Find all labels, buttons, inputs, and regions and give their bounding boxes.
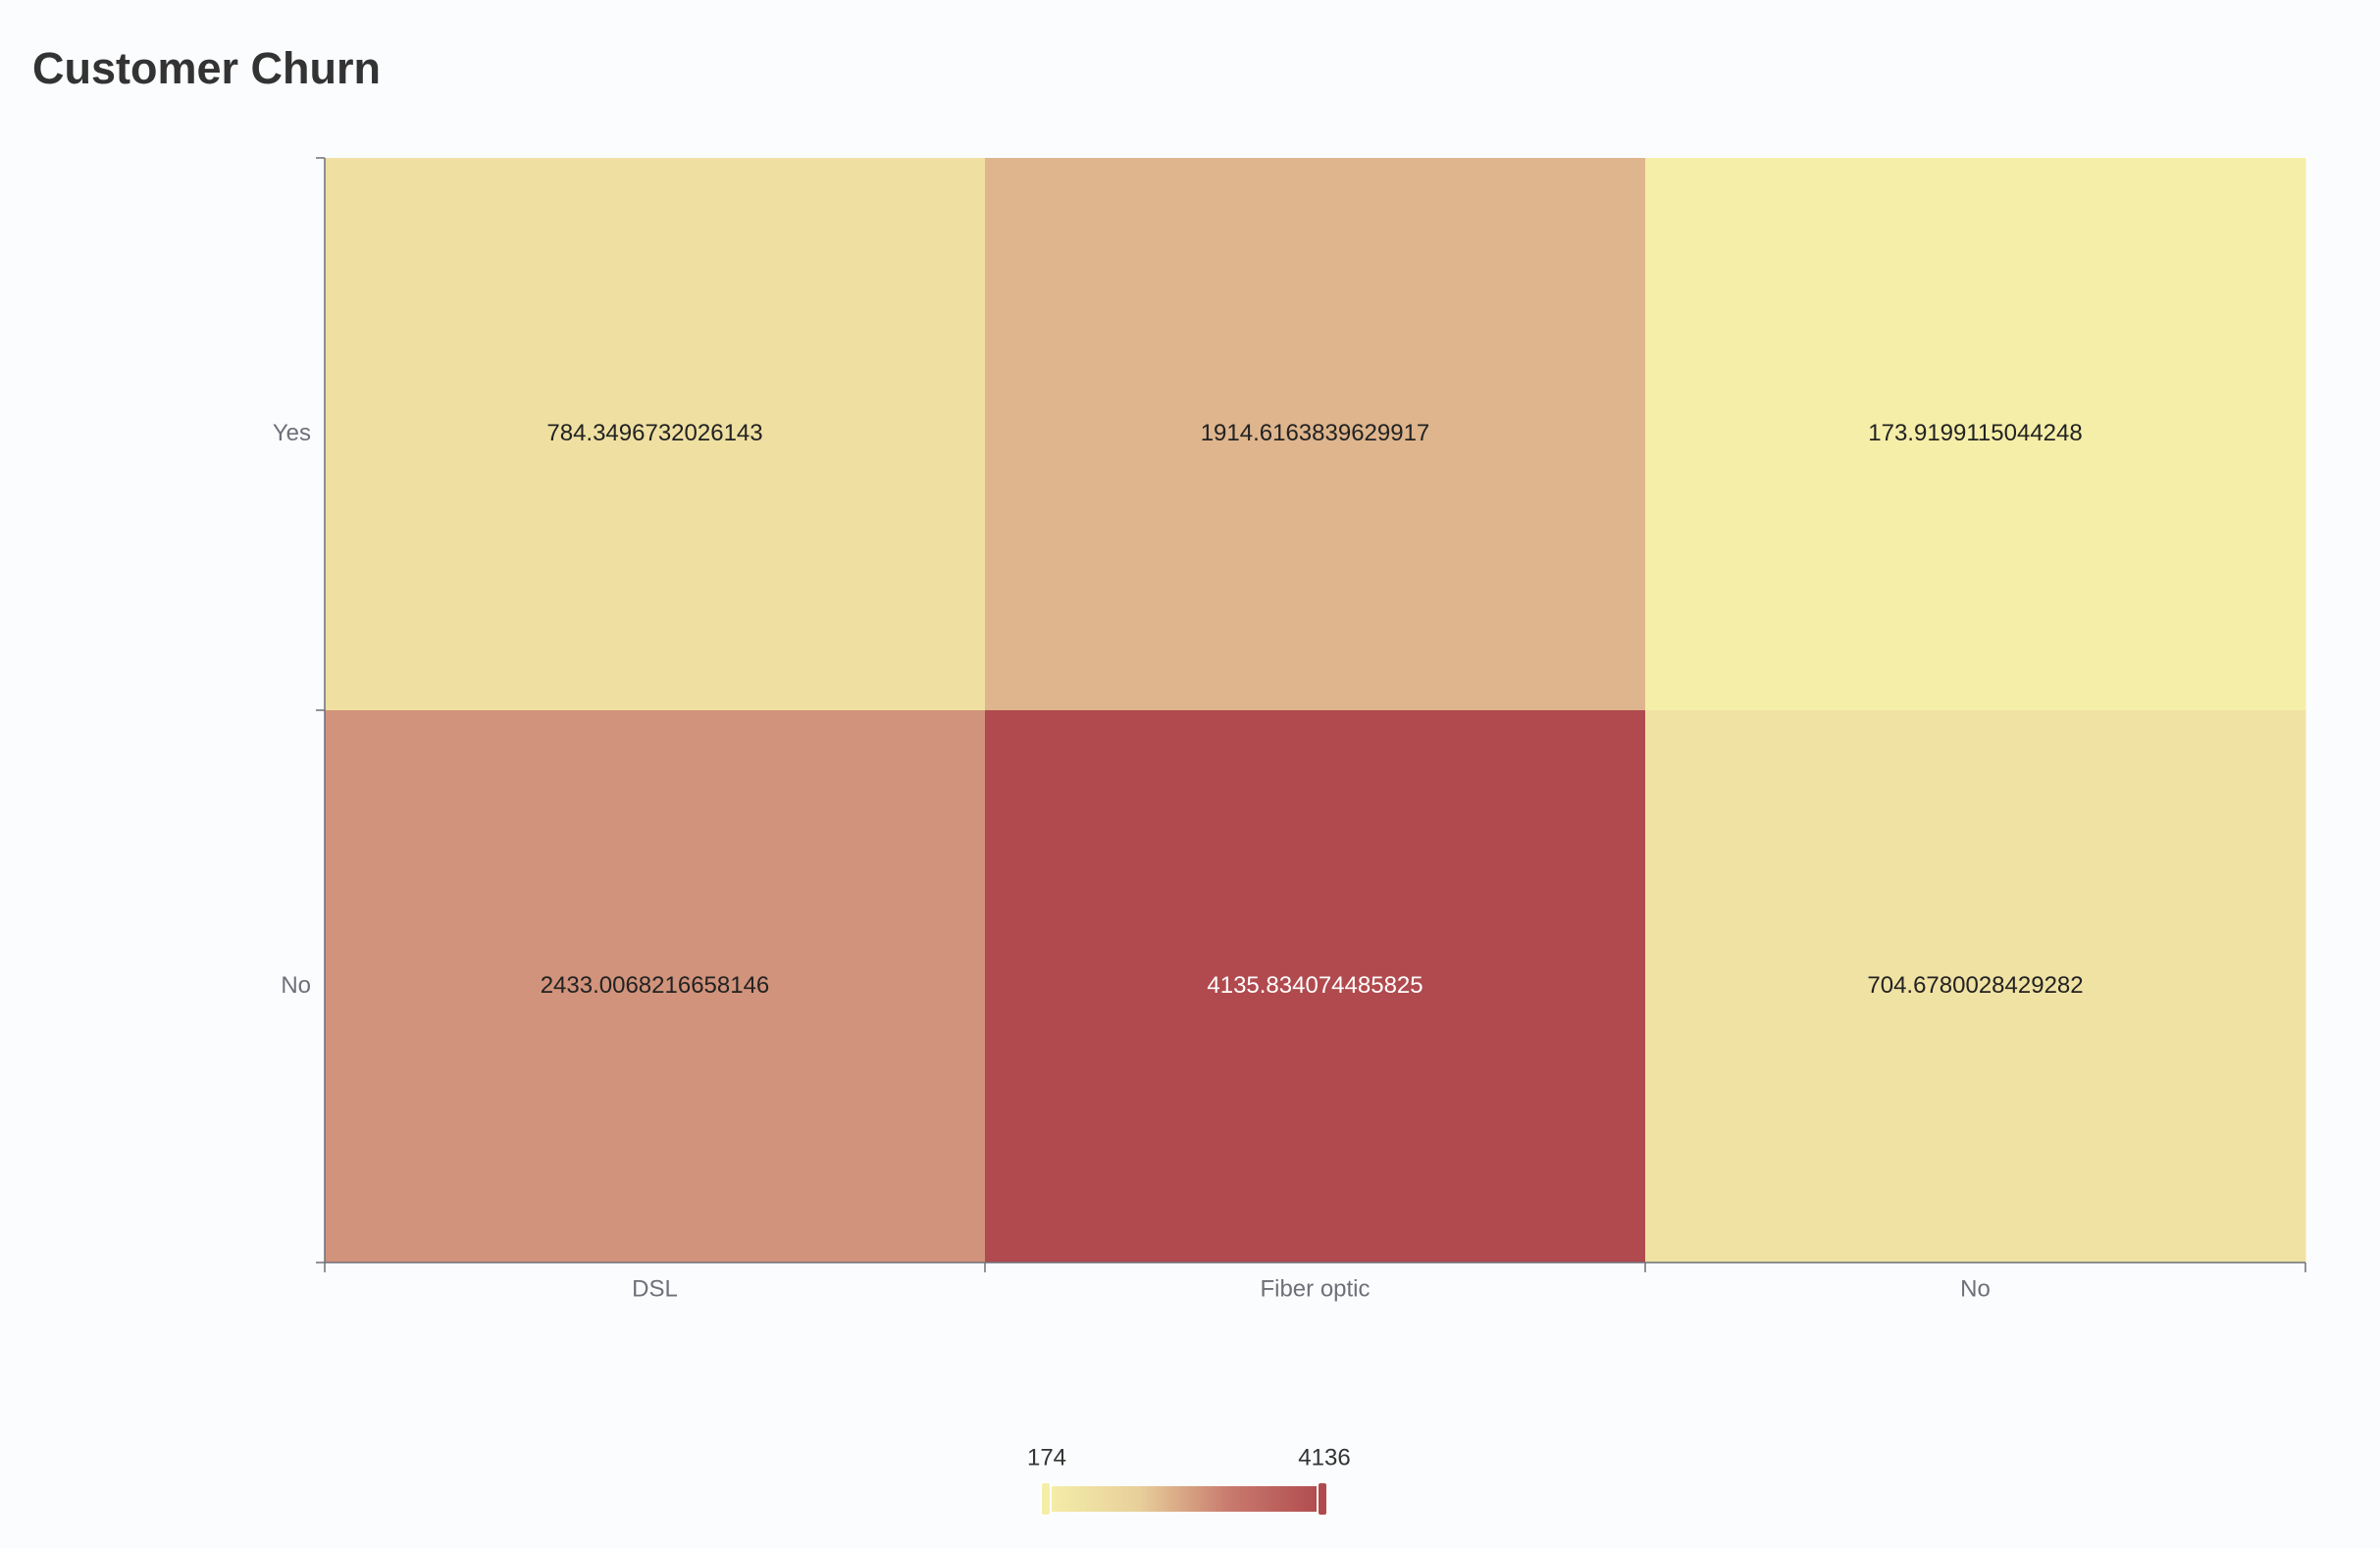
color-scale-min-handle[interactable]: [1040, 1481, 1052, 1517]
color-scale-min-label: 174: [1027, 1444, 1066, 1471]
heatmap-cell[interactable]: [985, 710, 1646, 1264]
y-tick-label: No: [281, 972, 311, 999]
cell-value-label: 704.6780028429282: [1867, 972, 2083, 999]
x-tick-label: No: [1960, 1275, 1991, 1302]
color-scale-bar: [1046, 1486, 1322, 1512]
y-tick-label: Yes: [273, 420, 311, 446]
cell-value-label: 1914.6163839629917: [1201, 420, 1430, 446]
color-scale-legend[interactable]: 174 4136: [1027, 1444, 1351, 1517]
cell-value-label: 4135.834074485825: [1207, 972, 1423, 999]
heatmap-cell[interactable]: [325, 158, 986, 711]
cell-value-label: 2433.0068216658146: [541, 972, 770, 999]
heatmap-cells: [325, 158, 2306, 1264]
chart-title: Customer Churn: [32, 43, 382, 93]
x-tick-label: DSL: [632, 1275, 678, 1302]
heatmap-cell[interactable]: [1645, 710, 2306, 1264]
x-tick-label: Fiber optic: [1260, 1275, 1370, 1302]
cell-value-label: 173.9199115044248: [1868, 420, 2082, 446]
heatmap-cell[interactable]: [985, 158, 1646, 711]
heatmap-cell-labels: 784.3496732026143 1914.6163839629917 173.9…: [541, 420, 2084, 999]
heatmap-axes: Yes No DSL Fiber optic No: [273, 157, 2306, 1302]
heatmap-cell[interactable]: [325, 710, 986, 1264]
heatmap-cell[interactable]: [1645, 158, 2306, 711]
cell-value-label: 784.3496732026143: [546, 420, 762, 446]
color-scale-max-label: 4136: [1298, 1444, 1350, 1471]
color-scale-max-handle[interactable]: [1317, 1481, 1328, 1517]
